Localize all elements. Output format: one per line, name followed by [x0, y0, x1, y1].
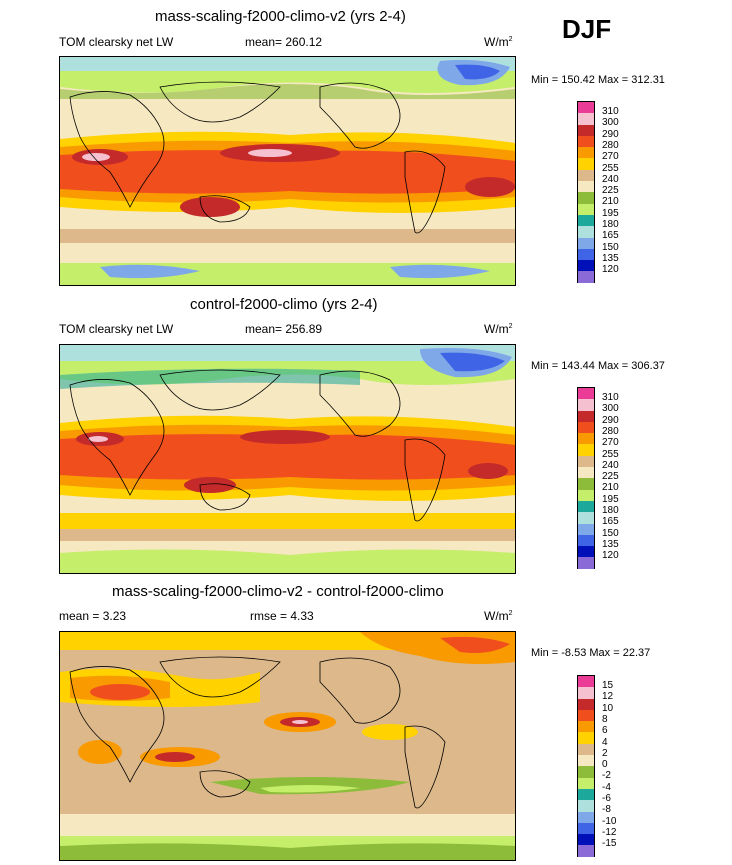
panel3-legend-label: 15 [602, 680, 614, 691]
panel2-map-svg [60, 345, 515, 573]
panel1-colorbar-swatches [577, 101, 595, 283]
panel3-legend-label: -8 [602, 804, 611, 816]
panel2-legend-label: 255 [602, 448, 619, 460]
panel1-legend-label: 255 [602, 162, 619, 174]
panel1-legend-label: 240 [602, 173, 619, 185]
panel1-title: mass-scaling-f2000-climo-v2 (yrs 2-4) [155, 8, 406, 25]
panel2-title: control-f2000-climo (yrs 2-4) [190, 296, 378, 313]
panel3-legend-label: 8 [602, 713, 608, 725]
panel1-legend-label: 165 [602, 230, 619, 242]
panel2-legend-label: 210 [602, 482, 619, 494]
panel1-legend-label: 210 [602, 196, 619, 208]
panel1-colorbar: 310 300 290 280 270 255 240 225 210 195 … [577, 101, 657, 283]
panel3-legend-label: -2 [602, 770, 611, 782]
panel1-legend-label: 120 [602, 264, 619, 276]
panel2-legend-label: 270 [602, 437, 619, 449]
panel3-legend-label: 6 [602, 725, 608, 737]
panel2-legend-label: 300 [602, 403, 619, 415]
panel3-legend-label: -4 [602, 781, 611, 793]
panel3-map [59, 631, 516, 861]
panel3-legend-label: -12 [602, 826, 617, 838]
panel2-legend-label: 120 [602, 550, 619, 562]
panel1-legend-label: 195 [602, 207, 619, 219]
panel1-map [59, 56, 516, 286]
panel1-legend-label: 290 [602, 128, 619, 140]
panel2-legend-label: 280 [602, 425, 619, 437]
panel1-mean-label: mean= 260.12 [245, 35, 323, 49]
panel3-legend-label: -10 [602, 815, 617, 827]
panel1-legend-label: 150 [602, 241, 619, 253]
panel3-title: mass-scaling-f2000-climo-v2 - control-f2… [112, 583, 444, 600]
panel2-mean-label: mean= 256.89 [245, 322, 323, 336]
panel1-legend-label: 225 [602, 185, 619, 197]
panel3-legend-label: -15 [602, 838, 617, 850]
panel3-colorbar: 15 12 10 8 6 4 2 0 -2 -4 -6 -8 -10 -12 -… [577, 675, 657, 857]
panel2-colorbar: 310 300 290 280 270 255 240 225 210 195 … [577, 387, 657, 569]
panel2-legend-label: 310 [602, 392, 619, 403]
panel2-legend-label: 135 [602, 538, 619, 550]
panel1-variable-label: TOM clearsky net LW [59, 35, 174, 49]
panel1-legend-label: 135 [602, 252, 619, 264]
panel2-legend-label: 240 [602, 459, 619, 471]
panel1-minmax: Min = 150.42 Max = 312.31 [531, 74, 665, 86]
panel2-legend-label: 225 [602, 471, 619, 483]
panel3-legend-label: 4 [602, 736, 608, 748]
panel3-rmse-label: rmse = 4.33 [250, 609, 314, 623]
panel2-minmax: Min = 143.44 Max = 306.37 [531, 360, 665, 372]
season-label: DJF [562, 14, 612, 44]
panel2-units-label: W/m2 [484, 322, 513, 336]
panel2-legend-label: 180 [602, 505, 619, 516]
panel1-legend-label: 300 [602, 117, 619, 129]
panel3-map-svg [60, 632, 515, 860]
panel2-legend-label: 150 [602, 527, 619, 539]
panel3-minmax: Min = -8.53 Max = 22.37 [531, 647, 651, 659]
panel1-map-svg [60, 57, 515, 285]
panel3-colorbar-swatches [577, 675, 595, 857]
panel1-legend-label: 180 [602, 219, 619, 230]
panel2-map [59, 344, 516, 574]
panel2-variable-label: TOM clearsky net LW [59, 322, 174, 336]
panel3-legend-label: 10 [602, 702, 614, 714]
panel2-legend-label: 195 [602, 493, 619, 505]
panel2-legend-label: 290 [602, 414, 619, 426]
panel1-legend-label: 280 [602, 139, 619, 151]
panel3-legend-label: -6 [602, 793, 611, 804]
panel3-legend-label: 0 [602, 759, 608, 771]
panel2-colorbar-swatches [577, 387, 595, 569]
panel3-legend-label: 12 [602, 691, 614, 703]
panel3-units-label: W/m2 [484, 609, 513, 623]
panel1-legend-label: 270 [602, 151, 619, 163]
panel1-legend-label: 310 [602, 106, 619, 117]
panel3-mean-label: mean = 3.23 [59, 609, 127, 623]
panel3-legend-label: 2 [602, 747, 608, 759]
panel1-units-label: W/m2 [484, 35, 513, 49]
panel2-legend-label: 165 [602, 516, 619, 528]
